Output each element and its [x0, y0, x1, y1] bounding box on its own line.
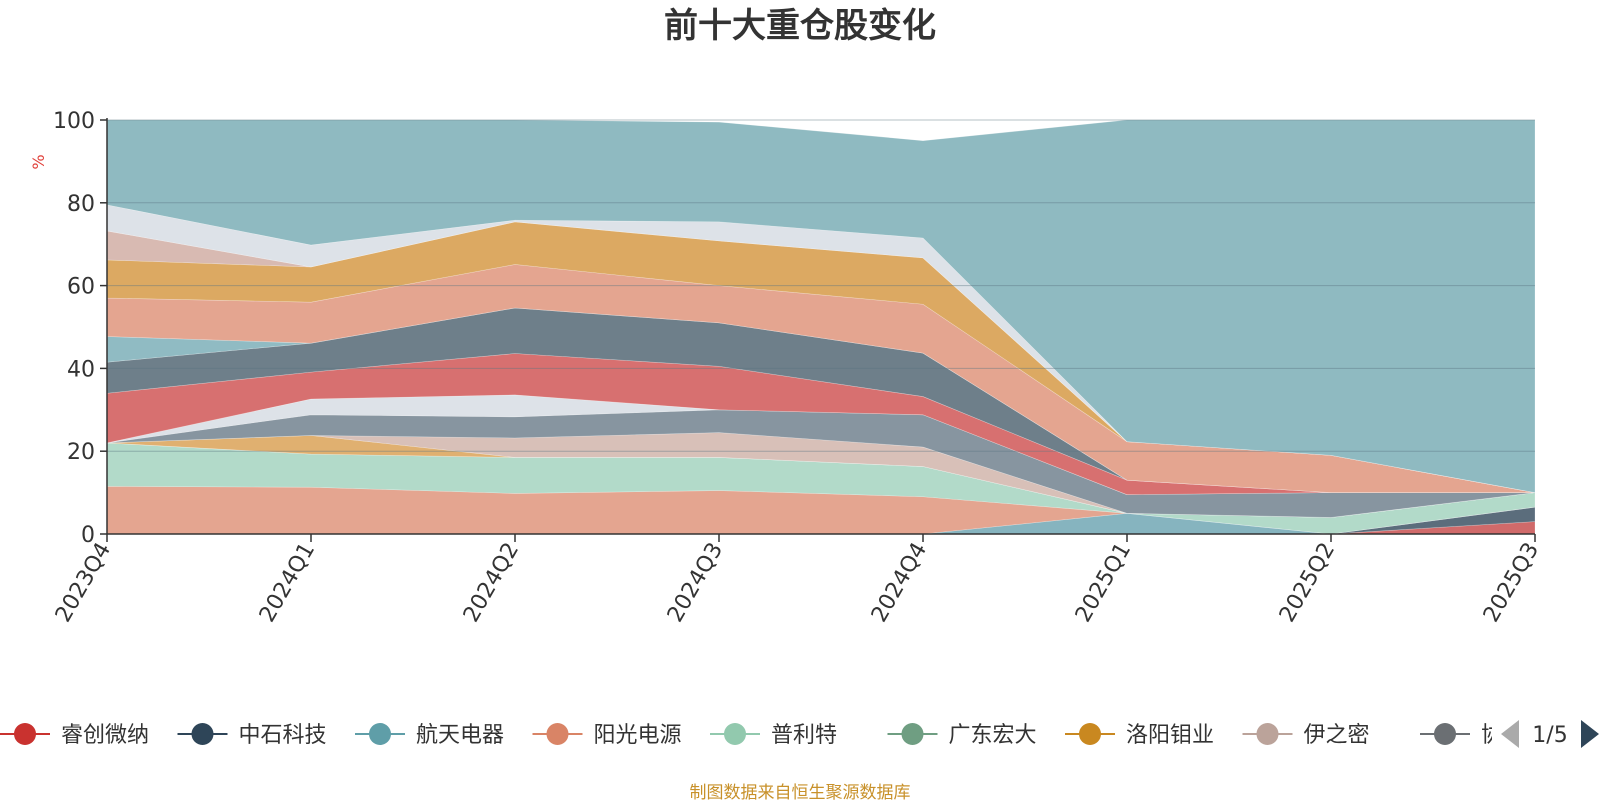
legend-marker-6[interactable] [1079, 723, 1101, 745]
y-tick-label: 0 [81, 523, 95, 548]
x-tick-label: 2025Q2 [1275, 539, 1340, 627]
area-series-17 [106, 119, 1536, 493]
x-tick-label: 2025Q3 [1479, 539, 1544, 627]
legend-label-6[interactable]: 洛阳钼业 [1126, 723, 1214, 748]
x-tick-label: 2024Q3 [663, 539, 728, 627]
y-tick-label: 80 [67, 192, 95, 217]
x-tick-label: 2025Q1 [1071, 539, 1136, 627]
legend-marker-2[interactable] [369, 723, 391, 745]
legend-marker-7[interactable] [1256, 723, 1279, 745]
legend-label-4[interactable]: 普利特 [771, 723, 837, 748]
legend-label-3[interactable]: 阳光电源 [594, 723, 682, 748]
legend: 睿创微纳 中石科技 航天电器 阳光电源 普利特 广东宏大 洛阳钼业 伊之密 协创数据 [0, 723, 1569, 748]
legend-label-8[interactable]: 协创数据 [1481, 723, 1569, 748]
legend-prev-icon[interactable] [1501, 720, 1519, 748]
legend-marker-3[interactable] [546, 723, 569, 745]
legend-marker-4[interactable] [724, 723, 746, 745]
legend-marker-0[interactable] [14, 723, 36, 745]
legend-marker-1[interactable] [191, 723, 214, 745]
y-axis-label: % [29, 154, 48, 169]
area-series-9 [106, 394, 1535, 495]
legend-marker-8[interactable] [1434, 723, 1456, 745]
legend-page-indicator: 1/5 [1532, 723, 1567, 748]
y-tick-label: 40 [67, 357, 95, 382]
x-tick-label: 2024Q2 [459, 539, 524, 627]
legend-label-0[interactable]: 睿创微纳 [61, 723, 149, 748]
legend-label-2[interactable]: 航天电器 [416, 723, 504, 748]
legend-next-icon[interactable] [1581, 720, 1599, 748]
y-tick-label: 60 [67, 275, 95, 300]
legend-marker-5[interactable] [901, 723, 924, 745]
x-tick-label: 2024Q4 [867, 539, 932, 627]
source-note: 制图数据来自恒生聚源数据库 [689, 783, 911, 803]
x-tick-label: 2023Q4 [51, 539, 116, 627]
legend-label-7[interactable]: 伊之密 [1304, 723, 1370, 748]
chart-title: 前十大重仓股变化 [664, 6, 936, 46]
legend-label-5[interactable]: 广东宏大 [949, 723, 1037, 748]
legend-label-1[interactable]: 中石科技 [239, 723, 327, 748]
y-tick-label: 20 [67, 440, 95, 465]
x-tick-label: 2024Q1 [255, 539, 320, 627]
y-tick-label: 100 [53, 109, 95, 134]
